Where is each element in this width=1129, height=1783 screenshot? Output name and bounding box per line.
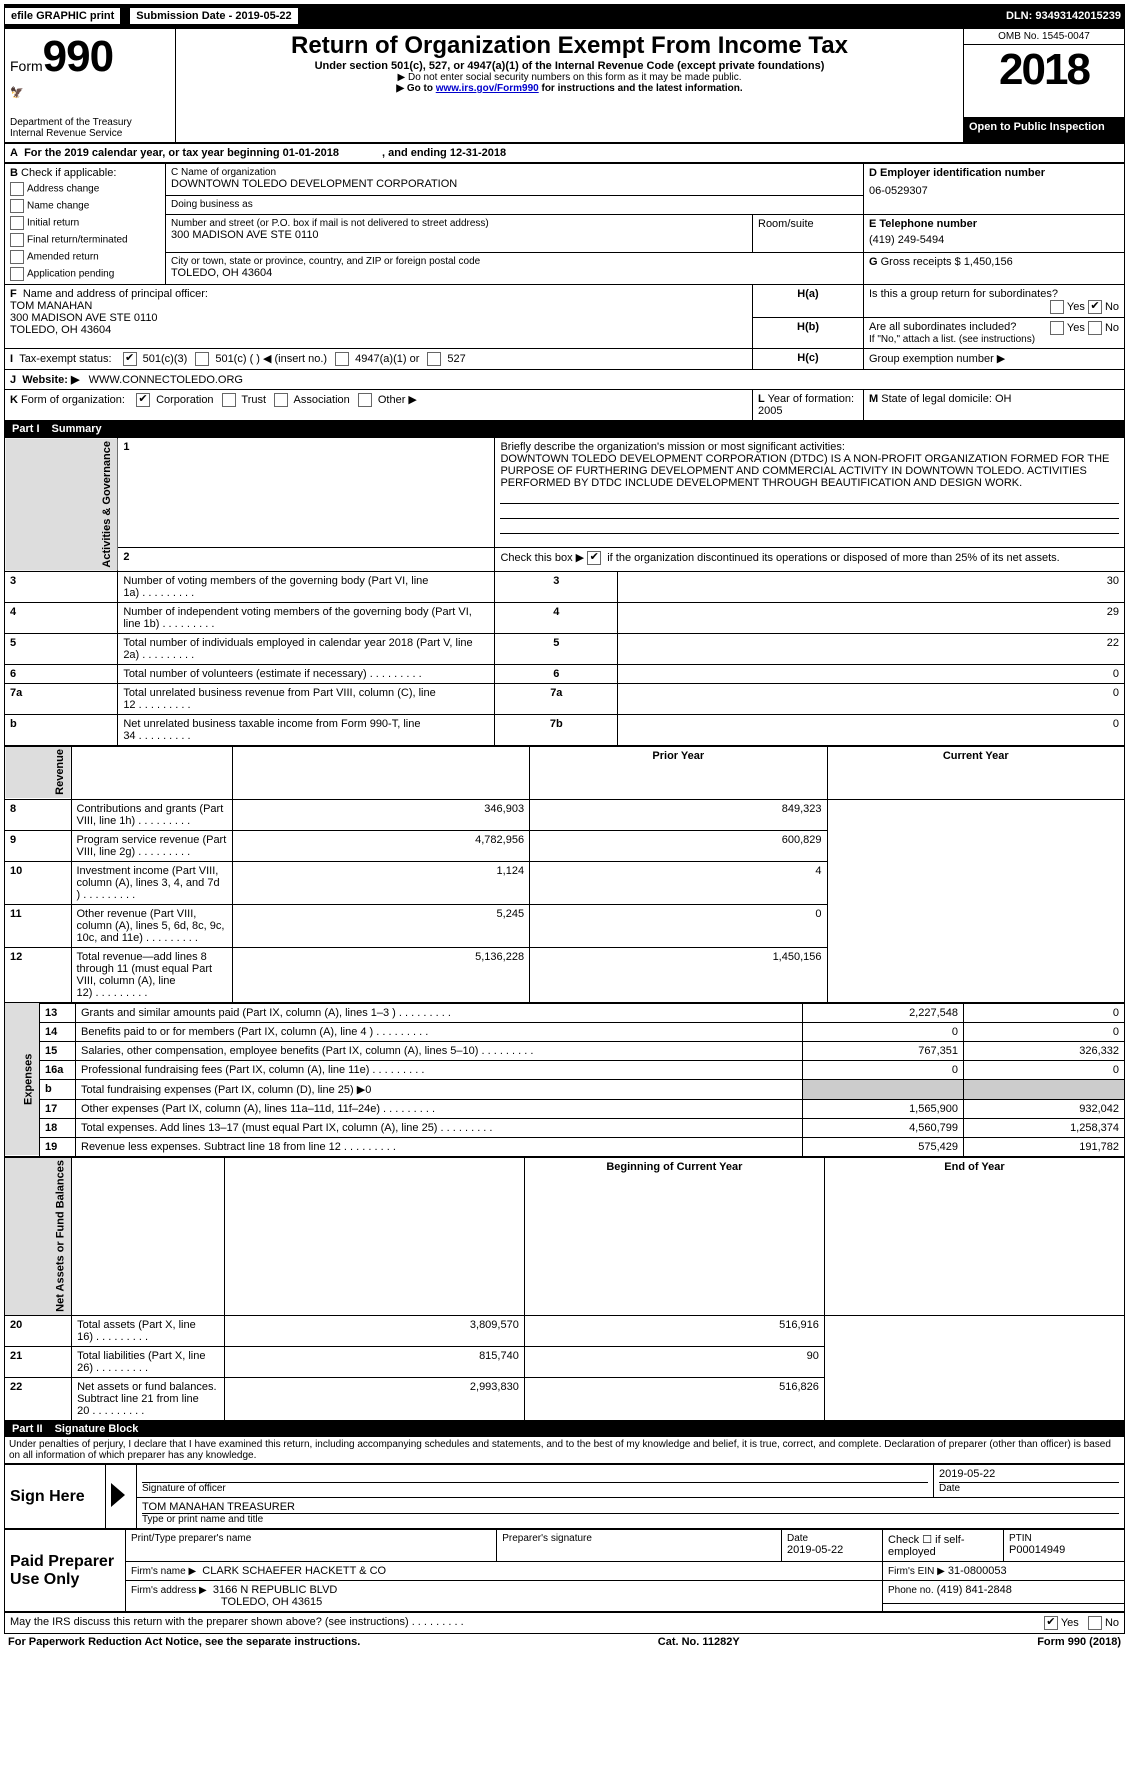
footer-pra: For Paperwork Reduction Act Notice, see … [8,1636,360,1648]
hb-yes-checkbox[interactable] [1050,321,1064,335]
form-container: efile GRAPHIC print Submission Date - 20… [0,0,1129,1654]
box-g: G Gross receipts $ 1,450,156 [864,252,1125,284]
box-ha: Is this a group return for subordinates?… [864,285,1125,318]
footer: For Paperwork Reduction Act Notice, see … [4,1634,1125,1650]
box-hb: Are all subordinates included? Yes No If… [864,318,1125,349]
header-table: Form990 🦅 Department of the Treasury Int… [4,28,1125,143]
line-k: K Form of organization: Corporation Trus… [5,390,753,421]
room-suite: Room/suite [753,215,864,252]
netassets-label: Net Assets or Fund Balances [5,1157,72,1316]
prep-print-name: Print/Type preparer's name [126,1530,497,1562]
line2-checkbox[interactable] [587,551,601,565]
paid-preparer-label: Paid Preparer Use Only [5,1530,126,1612]
firm-addr: Firm's address ▶ 3166 N REPUBLIC BLVD TO… [126,1581,883,1612]
current-year-header: Current Year [827,746,1125,799]
part2-header: Part II Signature Block [4,1421,1125,1437]
sign-triangle-icon [111,1483,125,1507]
footer-cat: Cat. No. 11282Y [658,1636,740,1648]
revenue-table: Revenue Prior Year Current Year 8Contrib… [4,746,1125,1003]
box-e: E Telephone number (419) 249-5494 [864,215,1125,252]
ha-label: H(a) [753,285,864,318]
note-goto: ▶ Go to www.irs.gov/Form990 for instruct… [181,83,958,94]
box-d: D Employer identification number 06-0529… [864,164,1125,215]
hb-label: H(b) [753,318,864,349]
activities-table: Activities & Governance 1 Briefly descri… [4,437,1125,746]
hc-label: H(c) [753,349,864,370]
sign-here-label: Sign Here [5,1465,106,1529]
box-c-addr: Number and street (or P.O. box if mail i… [166,215,753,252]
header-right: OMB No. 1545-0047 2018 [964,29,1125,118]
omb-number: OMB No. 1545-0047 [964,29,1124,45]
header-center: Return of Organization Exempt From Incom… [176,29,964,143]
note-ssn: ▶ Do not enter social security numbers o… [181,72,958,83]
firm-name: Firm's name ▶ CLARK SCHAEFER HACKETT & C… [126,1562,883,1581]
penalties-text: Under penalties of perjury, I declare th… [4,1437,1125,1464]
line-l: L Year of formation: 2005 [753,390,864,421]
top-bar: efile GRAPHIC print Submission Date - 20… [4,4,1125,28]
prior-year-header: Prior Year [530,746,827,799]
form-title: Return of Organization Exempt From Incom… [181,32,958,60]
expenses-table: Expenses Expenses13Grants and similar am… [4,1003,1125,1157]
form-subtitle: Under section 501(c), 527, or 4947(a)(1)… [181,60,958,72]
netassets-table: Net Assets or Fund Balances Beginning of… [4,1157,1125,1422]
box-hc: Group exemption number ▶ [864,349,1125,370]
box-c-dba: Doing business as [166,196,864,215]
boxes-table: B Check if applicable: Address changeNam… [4,163,1125,421]
part1-header: Part I Summary [4,421,1125,437]
paid-preparer-table: Paid Preparer Use Only Print/Type prepar… [4,1529,1125,1612]
line-a: A For the 2019 calendar year, or tax yea… [4,143,1125,163]
line-m: M State of legal domicile: OH [864,390,1125,421]
box-b: B Check if applicable: Address changeNam… [5,164,166,285]
line-j: J Website: ▶ WWW.CONNECTOLEDO.ORG [5,370,1125,390]
prep-ptin: PTIN P00014949 [1004,1530,1125,1562]
hb-no-checkbox[interactable] [1088,321,1102,335]
discuss-no-checkbox[interactable] [1088,1616,1102,1630]
activities-label: Activities & Governance [5,438,118,572]
firm-phone: Phone no. (419) 841-2848 [883,1581,1125,1604]
irs-link[interactable]: www.irs.gov/Form990 [436,83,539,94]
begin-year-header: Beginning of Current Year [524,1157,824,1316]
tax-year: 2018 [964,45,1124,95]
prep-date: Date 2019-05-22 [782,1530,883,1562]
form-number: Form990 [10,32,170,82]
sig-officer-cell: Signature of officer [137,1465,934,1498]
ha-yes-checkbox[interactable] [1050,300,1064,314]
revenue-label: Revenue [5,746,72,799]
submission-date: Submission Date - 2019-05-22 [129,7,298,25]
discuss-yes-checkbox[interactable] [1044,1616,1058,1630]
firm-ein: Firm's EIN ▶ 31-0800053 [883,1562,1125,1581]
open-public-badge: Open to Public Inspection [964,117,1125,142]
box-f: F Name and address of principal officer:… [5,285,753,349]
line2-text: Check this box ▶ if the organization dis… [495,548,1125,571]
box-c-city: City or town, state or province, country… [166,252,864,284]
dept-treasury: Department of the Treasury Internal Reve… [10,117,170,139]
prep-check-self: Check ☐ if self-employed [883,1530,1004,1562]
dln: DLN: 93493142015239 [1006,10,1121,22]
box-c-name: C Name of organization DOWNTOWN TOLEDO D… [166,164,864,196]
line1-text: Briefly describe the organization's miss… [495,438,1125,548]
end-year-header: End of Year [824,1157,1124,1316]
sign-here-table: Sign Here Signature of officer 2019-05-2… [4,1464,1125,1529]
footer-form: Form 990 (2018) [1037,1636,1121,1648]
efile-label: efile GRAPHIC print [4,7,121,25]
prep-signature: Preparer's signature [497,1530,782,1562]
sig-name-title: TOM MANAHAN TREASURER Type or print name… [137,1498,1125,1529]
discuss-row: May the IRS discuss this return with the… [4,1612,1125,1634]
ha-no-checkbox[interactable] [1088,300,1102,314]
line-i: I Tax-exempt status: 501(c)(3) 501(c) ( … [5,349,753,370]
header-left: Form990 🦅 Department of the Treasury Int… [5,29,176,143]
sig-date-cell: 2019-05-22 Date [934,1465,1125,1498]
